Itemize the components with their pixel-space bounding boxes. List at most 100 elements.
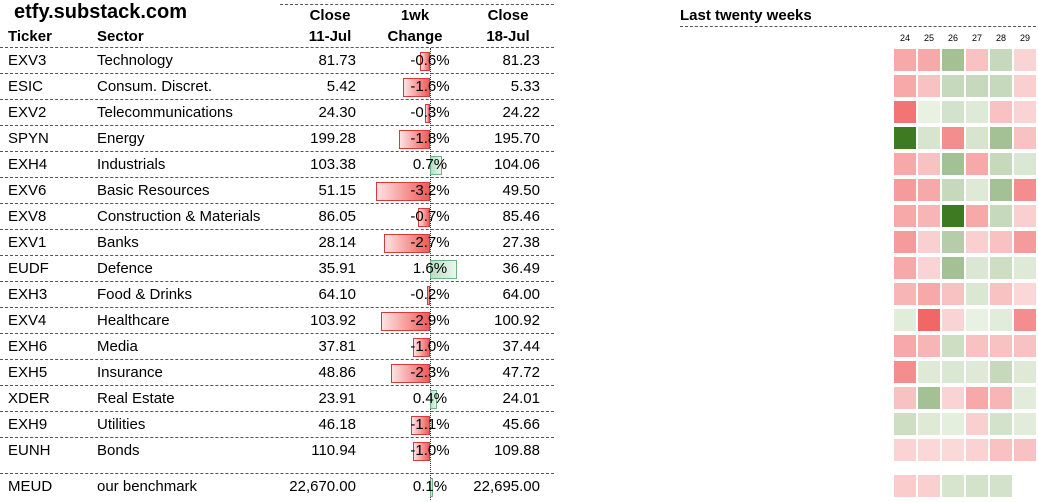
change-cell: 0.1%: [412, 478, 448, 495]
ticker-cell: ESIC: [8, 78, 44, 95]
change-cell: -1.8%: [410, 130, 450, 147]
sector-cell: Utilities: [97, 416, 146, 433]
week-label: 27: [971, 33, 982, 43]
close-cur-cell: 104.06: [494, 156, 540, 173]
sector-cell: Insurance: [97, 364, 163, 381]
row-rule: [0, 73, 554, 74]
header-bottom-rule: [0, 47, 554, 48]
change-bar: [418, 208, 430, 227]
week-heat-cell: [894, 153, 916, 175]
week-heat-cell: [1014, 387, 1036, 409]
week-heat-cell: [1014, 361, 1036, 383]
week-heat-cell: [990, 439, 1012, 461]
change-bar: [402, 78, 430, 97]
table-row: MEUD our benchmark 22,670.00 22,695.00 0.1%: [0, 474, 1038, 500]
change-cell: 1.6%: [412, 260, 448, 277]
close-prev-cell: 46.18: [318, 416, 356, 433]
sector-cell: Basic Resources: [97, 182, 210, 199]
brand-title: etfy.substack.com: [14, 1, 188, 23]
change-bar: [411, 416, 430, 435]
ticker-cell: EXH3: [8, 286, 48, 303]
week-heat-cell: [918, 153, 940, 175]
change-bar: [424, 104, 430, 123]
week-heat-cell: [990, 475, 1012, 497]
week-heat-cell: [918, 361, 940, 383]
ticker-cell: EXV2: [8, 104, 47, 121]
close-prev-cell: 37.81: [318, 338, 356, 355]
row-rule: [0, 99, 554, 100]
ticker-cell: EXV4: [8, 312, 47, 329]
change-bar: [426, 286, 430, 305]
row-rule: [0, 229, 554, 230]
week-heat-cell: [894, 179, 916, 201]
change-cell: -0.2%: [410, 286, 450, 303]
close-prev-cell: 110.94: [311, 442, 356, 459]
sector-cell: Defence: [97, 260, 153, 277]
change-cell: -2.7%: [410, 234, 450, 251]
week-heat-cell: [966, 231, 988, 253]
table-row: EXV6 Basic Resources 51.15 49.50 -3.2%: [0, 178, 1038, 204]
week-heat-cell: [990, 179, 1012, 201]
week-heat-cell: [894, 101, 916, 123]
change-bar: [384, 234, 430, 253]
week-heat-cell: [942, 153, 964, 175]
week-heat-cell: [942, 75, 964, 97]
close-cur-cell: 47.72: [502, 364, 540, 381]
table-row: EXV8 Construction & Materials 86.05 85.46 -0…: [0, 204, 1038, 230]
week-heat-cell: [894, 387, 916, 409]
change-cell: 0.4%: [412, 390, 448, 407]
close-cur-cell: 24.01: [502, 390, 540, 407]
table-row: EXH5 Insurance 48.86 47.72 -2.3%: [0, 360, 1038, 386]
week-heat-cell: [966, 361, 988, 383]
week-heat-cell: [990, 387, 1012, 409]
change-cell: -1.6%: [410, 78, 450, 95]
week-heat-cell: [990, 257, 1012, 279]
week-heat-cell: [990, 75, 1012, 97]
header-close-cur-line1: Close: [487, 7, 529, 24]
week-heat-cell: [894, 257, 916, 279]
close-prev-cell: 23.91: [318, 390, 356, 407]
week-heat-cell: [942, 49, 964, 71]
ticker-cell: EXV1: [8, 234, 47, 251]
close-prev-cell: 103.92: [310, 312, 356, 329]
ticker-cell: EXH4: [8, 156, 48, 173]
table-row: XDER Real Estate 23.91 24.01 0.4%: [0, 386, 1038, 412]
change-cell: -1.1%: [410, 416, 450, 433]
week-heat-cell: [966, 283, 988, 305]
week-heat-cell: [942, 231, 964, 253]
week-heat-cell: [990, 153, 1012, 175]
change-bar: [413, 338, 430, 357]
close-prev-cell: 35.91: [318, 260, 356, 277]
ticker-cell: MEUD: [8, 478, 53, 495]
change-cell: 0.7%: [412, 156, 448, 173]
week-heat-cell: [942, 257, 964, 279]
week-heat-cell: [894, 361, 916, 383]
table-row: SPYN Energy 199.28 195.70 -1.8%: [0, 126, 1038, 152]
close-cur-cell: 22,695.00: [473, 478, 540, 495]
close-prev-cell: 24.30: [318, 104, 356, 121]
close-cur-cell: 85.46: [502, 208, 540, 225]
row-rule: [0, 359, 554, 360]
week-heat-cell: [918, 231, 940, 253]
week-heat-cell: [966, 309, 988, 331]
header-close-prev-line1: Close: [309, 7, 351, 24]
week-heat-cell: [1014, 231, 1036, 253]
row-rule: [0, 203, 554, 204]
week-heat-cell: [966, 49, 988, 71]
week-heat-cell: [942, 335, 964, 357]
week-heat-cell: [942, 361, 964, 383]
week-heat-cell: [990, 361, 1012, 383]
change-bar: [430, 260, 458, 279]
header-change-line1: 1wk: [400, 7, 430, 24]
sector-cell: Technology: [97, 52, 173, 69]
week-heat-cell: [918, 257, 940, 279]
week-heat-cell: [894, 127, 916, 149]
week-heat-cell: [942, 439, 964, 461]
week-label: 29: [1019, 33, 1030, 43]
row-rule: [0, 437, 554, 438]
week-heat-cell: [918, 179, 940, 201]
week-heat-cell: [894, 231, 916, 253]
week-heat-cell: [918, 439, 940, 461]
sector-cell: Media: [97, 338, 138, 355]
week-heat-cell: [990, 335, 1012, 357]
